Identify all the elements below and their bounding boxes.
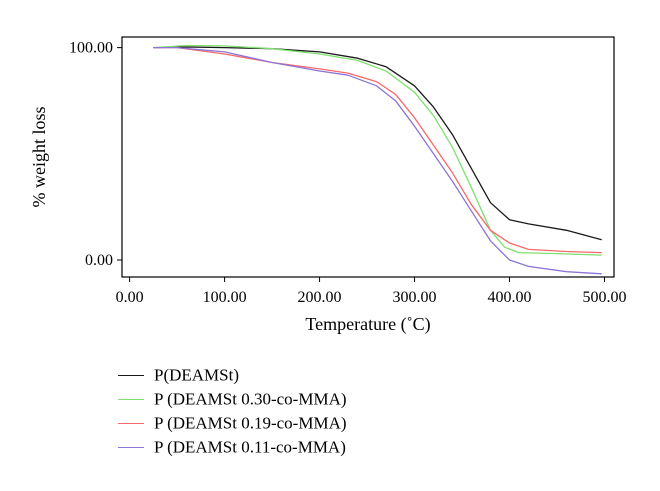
y-axis-ticks: 0.00 100.00 bbox=[69, 40, 122, 269]
x-axis-ticks: 0.00 100.00 200.00 300.00 400.00 500.00 bbox=[116, 277, 627, 306]
y-tick-label: 0.00 bbox=[85, 252, 113, 269]
x-axis-title: Temperature (˚C) bbox=[305, 314, 430, 335]
legend-swatch-011 bbox=[118, 446, 144, 448]
legend-label: P (DEAMSt 0.30-co-MMA) bbox=[154, 389, 347, 409]
legend-item: P (DEAMSt 0.11-co-MMA) bbox=[118, 435, 347, 459]
series-line-0 bbox=[153, 46, 602, 241]
x-tick-label: 300.00 bbox=[393, 289, 437, 306]
legend-swatch-030 bbox=[118, 398, 144, 400]
legend-swatch-019 bbox=[118, 422, 144, 424]
legend-item: P(DEAMSt) bbox=[118, 363, 347, 387]
x-tick-label: 100.00 bbox=[203, 289, 247, 306]
x-tick-label: 200.00 bbox=[298, 289, 342, 306]
x-tick-label: 0.00 bbox=[116, 289, 144, 306]
x-tick-label: 400.00 bbox=[488, 289, 532, 306]
legend-swatch-p-deamst bbox=[118, 374, 144, 376]
series-line-1 bbox=[153, 44, 602, 256]
plot-area bbox=[121, 36, 615, 278]
legend-label: P(DEAMSt) bbox=[154, 365, 240, 385]
series-lines bbox=[153, 44, 602, 275]
legend-item: P (DEAMSt 0.30-co-MMA) bbox=[118, 387, 347, 411]
series-line-2 bbox=[153, 46, 602, 254]
legend-label: P (DEAMSt 0.19-co-MMA) bbox=[154, 413, 347, 433]
legend: P(DEAMSt) P (DEAMSt 0.30-co-MMA) P (DEAM… bbox=[118, 363, 347, 459]
legend-label: P (DEAMSt 0.11-co-MMA) bbox=[154, 437, 346, 457]
series-line-3 bbox=[153, 46, 602, 275]
y-tick-label: 100.00 bbox=[69, 40, 113, 57]
legend-item: P (DEAMSt 0.19-co-MMA) bbox=[118, 411, 347, 435]
y-axis-title: % weight loss bbox=[29, 107, 49, 208]
x-tick-label: 500.00 bbox=[583, 289, 627, 306]
